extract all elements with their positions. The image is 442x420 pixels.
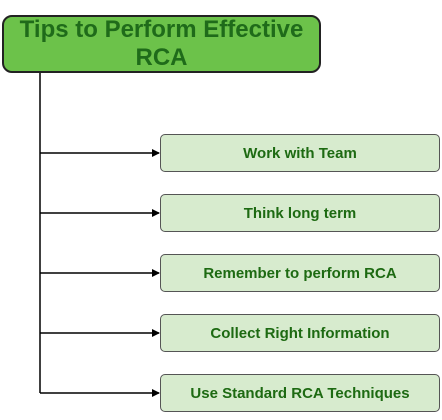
tip-label: Collect Right Information — [210, 324, 390, 342]
tip-box-remember-to-perform-rca: Remember to perform RCA — [160, 254, 440, 292]
tip-box-think-long-term: Think long term — [160, 194, 440, 232]
tip-box-use-standard-rca-techniques: Use Standard RCA Techniques — [160, 374, 440, 412]
tip-box-collect-right-information: Collect Right Information — [160, 314, 440, 352]
title-line-2: RCA — [135, 44, 188, 71]
title-box: Tips to Perform Effective RCA — [2, 15, 321, 73]
tip-box-work-with-team: Work with Team — [160, 134, 440, 172]
tip-label: Work with Team — [243, 144, 357, 162]
tip-label: Remember to perform RCA — [203, 264, 397, 282]
tip-label: Use Standard RCA Techniques — [190, 384, 410, 402]
title-line-1: Tips to Perform Effective — [19, 16, 304, 43]
tip-label: Think long term — [243, 204, 357, 222]
